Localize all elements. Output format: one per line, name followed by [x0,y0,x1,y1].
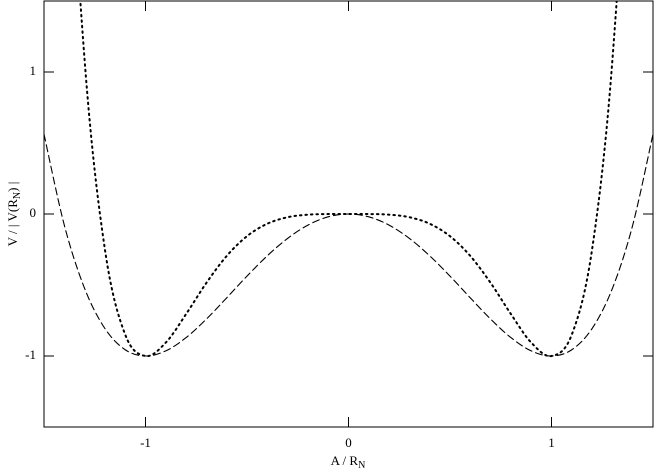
curve-dotted [79,1,618,358]
plot-area [44,1,653,358]
y-tick-label: 0 [30,205,37,220]
x-tick-label: 0 [345,435,352,450]
y-tick-label: -1 [25,347,36,362]
x-tick-label: -1 [140,435,151,450]
x-tick-label: 1 [548,435,555,450]
x-axis-label: A / RN [331,453,366,471]
curve-dashed [44,133,653,357]
y-axis-label: V / | V(RN) | [5,182,23,247]
y-tick-label: 1 [30,63,37,78]
